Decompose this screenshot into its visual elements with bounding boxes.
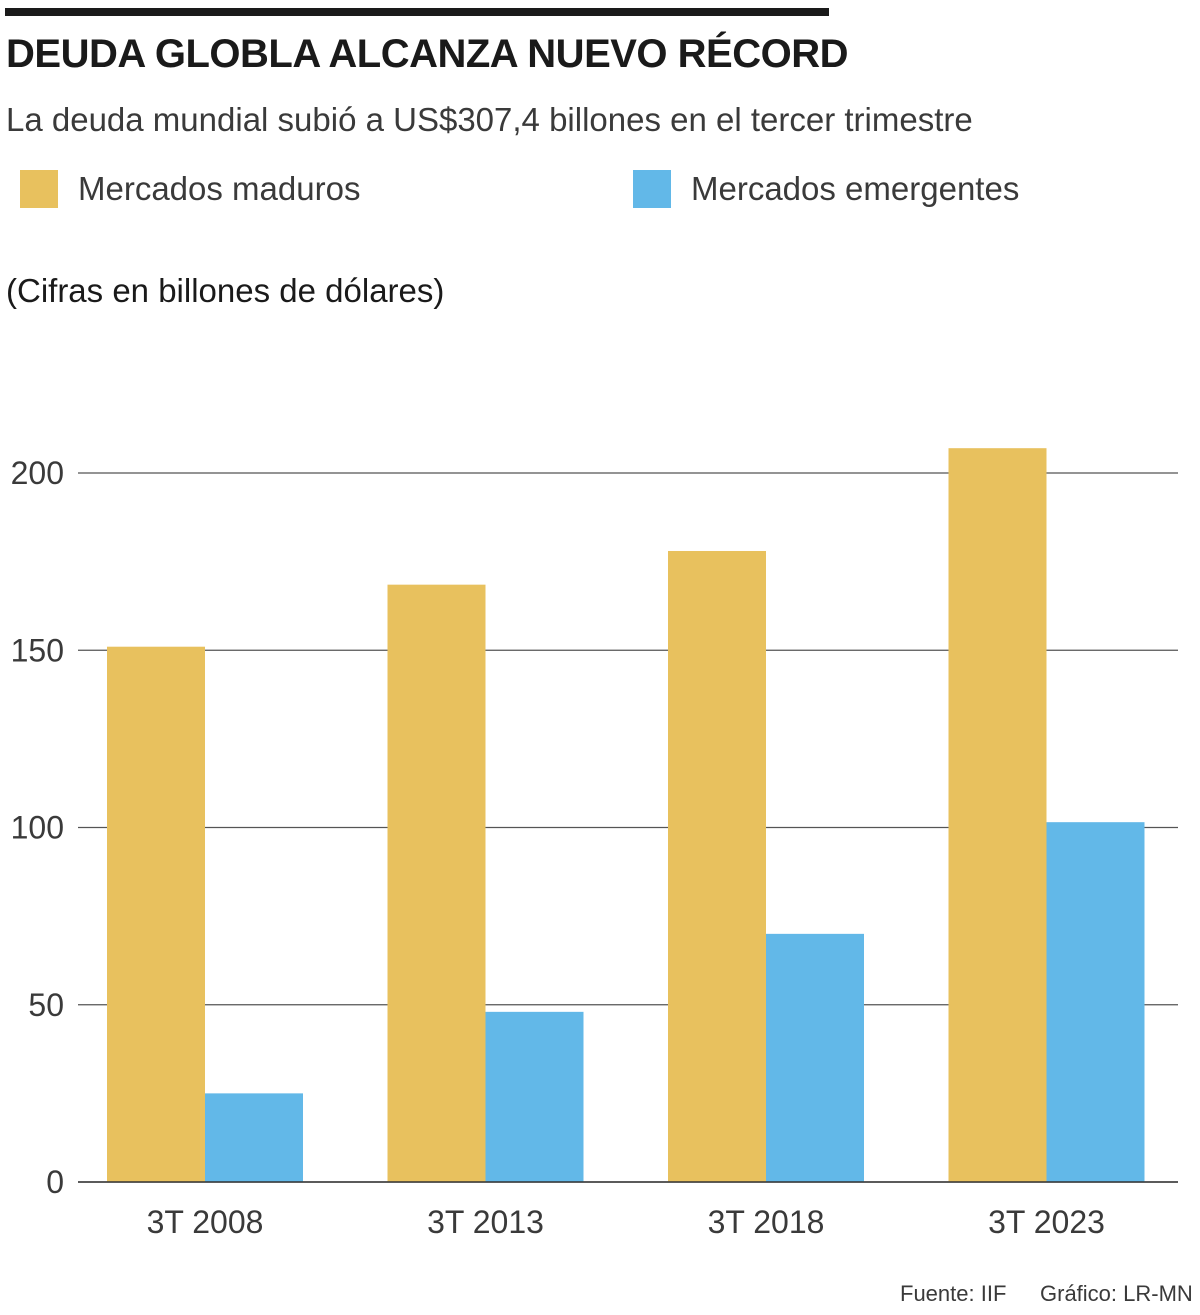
- legend-swatch-mercados-emergentes: [633, 170, 671, 208]
- legend-label-mercados-maduros: Mercados maduros: [78, 170, 361, 207]
- legend-item-mercados-emergentes: Mercados emergentes: [633, 170, 1019, 208]
- bar-mercados-emergentes-0: [205, 1093, 303, 1182]
- top-rule: [5, 8, 829, 16]
- y-tick-label-100: 100: [11, 810, 64, 846]
- y-tick-label-200: 200: [11, 455, 64, 491]
- bar-mercados-maduros-3: [948, 448, 1047, 1182]
- bar-mercados-emergentes-1: [485, 1011, 584, 1182]
- chart-subtitle: La deuda mundial subió a US$307,4 billon…: [6, 101, 973, 138]
- x-category-label-2: 3T 2018: [708, 1204, 825, 1240]
- source-note: Fuente: IIF: [900, 1281, 1007, 1306]
- bar-mercados-emergentes-3: [1046, 822, 1145, 1182]
- x-category-label-0: 3T 2008: [147, 1204, 264, 1240]
- bar-mercados-maduros-1: [387, 584, 486, 1182]
- bar-mercados-emergentes-2: [766, 933, 864, 1182]
- x-category-label-3: 3T 2023: [988, 1204, 1105, 1240]
- legend: Mercados maduros Mercados emergentes: [0, 170, 1200, 216]
- bar-mercados-maduros-0: [107, 646, 205, 1182]
- bar-mercados-maduros-2: [668, 550, 766, 1182]
- y-tick-label-0: 0: [46, 1164, 64, 1200]
- axis-labels: 0 50 100 150 200 3T 2008 3T 2013 3T 2018 3T 2023: [11, 455, 1178, 1240]
- credit-note: Gráfico: LR-MN: [1040, 1281, 1193, 1306]
- bars: [107, 448, 1145, 1182]
- legend-label-mercados-emergentes: Mercados emergentes: [691, 170, 1020, 207]
- legend-item-mercados-maduros: Mercados maduros: [20, 170, 360, 208]
- x-category-label-1: 3T 2013: [427, 1204, 544, 1240]
- legend-swatch-mercados-maduros: [20, 170, 58, 208]
- chart-title: DEUDA GLOBLA ALCANZA NUEVO RÉCORD: [6, 32, 849, 76]
- units-note: (Cifras en billones de dólares): [6, 272, 445, 309]
- y-tick-label-150: 150: [11, 632, 64, 668]
- y-tick-label-50: 50: [28, 987, 64, 1023]
